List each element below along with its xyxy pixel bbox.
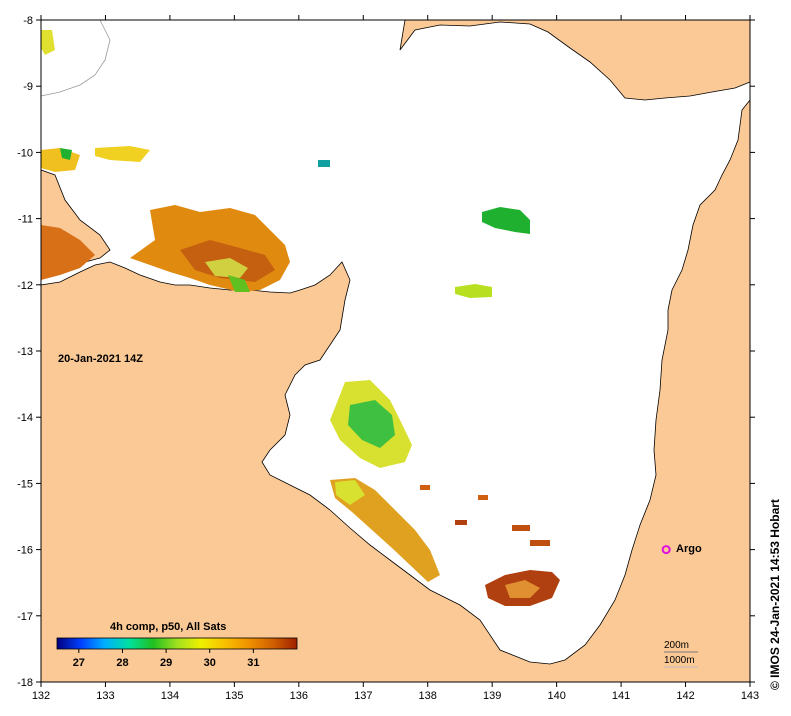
x-axis: 132 133 134 135 136 137 138 139 140 141 142 143	[32, 15, 759, 702]
sst-patch	[478, 495, 488, 500]
timestamp-label: 20-Jan-2021 14Z	[58, 353, 143, 365]
y-axis: -8 -9 -10 -11 -12 -13 -14 -15 -16 -17 -18	[17, 15, 755, 689]
sst-patch	[482, 207, 530, 234]
colorbar-tick-label: 30	[204, 657, 216, 669]
x-tick-label: 142	[676, 690, 694, 702]
land-new-guinea	[399, 19, 751, 101]
x-tick-label: 139	[483, 690, 501, 702]
sst-patch	[95, 146, 150, 162]
x-tick-label: 133	[96, 690, 114, 702]
contour-200m-label: 200m	[664, 640, 689, 651]
x-tick-label: 138	[419, 690, 437, 702]
x-tick-label: 141	[612, 690, 630, 702]
argo-marker: Argo	[661, 543, 702, 555]
y-tick-label: -15	[17, 478, 33, 490]
sst-patch	[348, 400, 395, 448]
sst-patch	[228, 275, 250, 292]
sst-patch	[512, 525, 530, 531]
sst-patch	[60, 148, 72, 160]
coastline-timor	[40, 19, 111, 97]
sst-patch	[455, 520, 467, 525]
x-tick-label: 143	[741, 690, 759, 702]
sst-patch	[41, 30, 55, 55]
colorbar-tick-label: 27	[73, 657, 85, 669]
colorbar-tick-label: 31	[247, 657, 259, 669]
x-tick-label: 135	[225, 690, 243, 702]
colorbar-tick-label: 28	[116, 657, 128, 669]
sst-patch	[335, 480, 365, 505]
sst-patch	[330, 478, 440, 582]
argo-label: Argo	[676, 543, 702, 555]
credit-label: © IMOS 24-Jan-2021 14:53 Hobart	[768, 499, 782, 690]
sst-patch	[318, 160, 330, 167]
y-tick-label: -11	[18, 214, 33, 226]
x-tick-label: 134	[161, 690, 179, 702]
y-tick-label: -10	[17, 147, 33, 159]
colorbar-title: 4h comp, p50, All Sats	[110, 621, 226, 633]
colorbar	[56, 637, 298, 650]
sst-patch	[41, 225, 95, 280]
colorbar-tick-label: 29	[160, 657, 172, 669]
y-tick-label: -14	[17, 412, 33, 424]
sst-patch	[455, 284, 492, 298]
sst-patch	[530, 540, 550, 546]
sst-patch	[505, 580, 540, 598]
y-tick-label: -16	[17, 545, 33, 557]
argo-icon	[661, 545, 671, 555]
sst-patches	[41, 30, 560, 606]
land-northern-australia	[40, 98, 751, 683]
x-tick-label: 136	[290, 690, 308, 702]
x-tick-label: 140	[547, 690, 565, 702]
x-tick-label: 132	[32, 690, 50, 702]
colorbar-ticks: 27 28 29 30 31	[73, 649, 259, 669]
y-tick-label: -18	[17, 677, 33, 689]
y-tick-label: -9	[23, 81, 33, 93]
x-tick-label: 137	[354, 690, 372, 702]
sst-patch	[420, 485, 430, 490]
sst-patch	[205, 258, 248, 278]
y-tick-label: -13	[17, 346, 33, 358]
y-tick-label: -8	[23, 15, 33, 27]
contour-1000m-label: 1000m	[664, 655, 695, 666]
y-tick-label: -17	[17, 611, 33, 623]
y-tick-label: -12	[17, 280, 33, 292]
